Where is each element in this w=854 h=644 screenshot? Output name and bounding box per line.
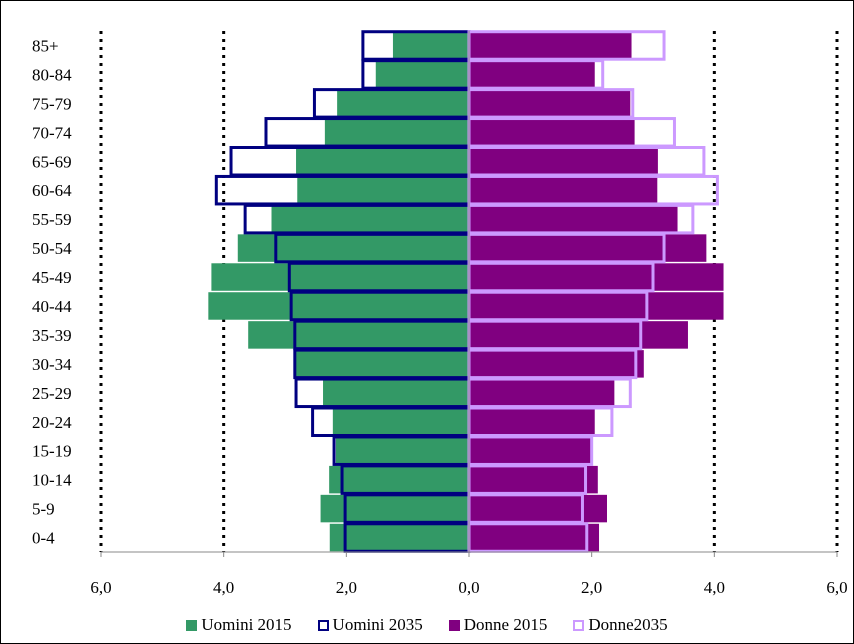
bar-uomini-2015-75-79 — [337, 89, 469, 118]
x-tick-labels: 6,0 4,0 2,0 0,0 2,0 4,0 6,0 — [90, 578, 847, 597]
y-tick-label: 55-59 — [32, 210, 72, 229]
bar-uomini-2015-30-34 — [294, 350, 469, 378]
y-tick-label: 10-14 — [32, 471, 72, 490]
legend-item-uomini-2015: Uomini 2015 — [186, 615, 292, 635]
bar-donne-2015-35-39 — [469, 321, 688, 349]
axes — [100, 31, 838, 557]
legend-label-donne-2035: Donne2035 — [588, 615, 668, 634]
bar-uomini-2015-40-44 — [208, 292, 470, 320]
bar-donne-2015-55-59 — [469, 205, 678, 233]
y-tick-label: 50-54 — [32, 239, 72, 258]
x-tick-label: 4,0 — [704, 578, 725, 597]
y-tick-label: 75-79 — [32, 94, 72, 113]
bar-uomini-2015-35-39 — [248, 321, 469, 349]
legend-swatch-uomini-2015 — [186, 619, 198, 631]
gridlines — [99, 31, 839, 552]
y-tick-labels: 85+ 80-84 75-79 70-74 65-69 60-64 55-59 50-54 45… — [32, 36, 72, 547]
y-tick-label: 40-44 — [32, 297, 72, 316]
bar-donne-2015-45-49 — [469, 263, 724, 291]
bar-donne-2015-25-29 — [469, 379, 615, 407]
bar-donne-2015-5-9 — [469, 494, 607, 523]
x-tick-label: 2,0 — [581, 578, 602, 597]
bar-uomini-2015-5-9 — [320, 494, 469, 523]
y-tick-label: 35-39 — [32, 326, 72, 345]
bar-uomini-2015-85+ — [392, 31, 469, 60]
bar-donne-2015-60-64 — [469, 176, 658, 204]
y-tick-label: 15-19 — [32, 442, 72, 461]
bar-donne-2015-40-44 — [469, 292, 724, 320]
bar-donne-2015-75-79 — [469, 89, 631, 118]
legend-label-uomini-2015: Uomini 2015 — [201, 615, 292, 634]
legend-swatch-donne-2015 — [448, 619, 460, 631]
bar-uomini-2015-10-14 — [329, 465, 469, 494]
legend-swatch-uomini-2035 — [317, 619, 329, 631]
bar-donne-2015-15-19 — [469, 436, 592, 465]
x-tick-label: 0,0 — [458, 578, 479, 597]
bar-uomini-2015-60-64 — [297, 176, 469, 204]
bar-donne-2015-20-24 — [469, 408, 595, 436]
y-tick-label: 80-84 — [32, 65, 72, 84]
bar-uomini-2015-65-69 — [296, 147, 469, 175]
y-tick-label: 85+ — [32, 36, 59, 55]
bar-donne-2015-0-4 — [469, 523, 600, 552]
bar-donne-2015-50-54 — [469, 234, 707, 262]
legend-swatch-donne-2035 — [573, 619, 585, 631]
y-tick-label: 45-49 — [32, 268, 72, 287]
bar-donne-2015-10-14 — [469, 465, 598, 494]
legend-label-uomini-2035: Uomini 2035 — [332, 615, 423, 634]
x-tick-label: 4,0 — [213, 578, 234, 597]
legend-label-donne-2015: Donne 2015 — [463, 615, 548, 634]
bar-uomini-2015-70-74 — [324, 118, 469, 147]
bar-uomini-2015-45-49 — [211, 263, 469, 291]
bar-uomini-2015-0-4 — [329, 523, 469, 552]
y-tick-label: 0-4 — [32, 529, 55, 548]
bars — [208, 30, 724, 553]
bar-donne-2015-65-69 — [469, 147, 658, 175]
bar-uomini-2015-15-19 — [335, 436, 469, 465]
bar-uomini-2015-50-54 — [237, 234, 469, 262]
bar-donne-2015-70-74 — [469, 118, 635, 147]
y-tick-label: 25-29 — [32, 384, 72, 403]
y-tick-label: 65-69 — [32, 152, 72, 171]
x-tick-label: 6,0 — [826, 578, 847, 597]
y-tick-label: 20-24 — [32, 413, 72, 432]
bar-uomini-2015-80-84 — [375, 60, 469, 89]
y-tick-label: 60-64 — [32, 181, 72, 200]
bar-donne-2015-30-34 — [469, 350, 644, 378]
x-tick-label: 2,0 — [336, 578, 357, 597]
x-tick-label: 6,0 — [90, 578, 111, 597]
bar-donne-2015-85+ — [469, 31, 632, 60]
bar-uomini-2015-55-59 — [271, 205, 469, 233]
legend-item-uomini-2035: Uomini 2035 — [317, 615, 423, 635]
y-tick-label: 5-9 — [32, 500, 55, 519]
y-tick-label: 70-74 — [32, 123, 72, 142]
legend: Uomini 2015 Uomini 2035 Donne 2015 Donne… — [0, 611, 854, 639]
legend-item-donne-2035: Donne2035 — [573, 615, 668, 635]
bar-donne-2015-80-84 — [469, 60, 595, 89]
legend-item-donne-2015: Donne 2015 — [448, 615, 548, 635]
y-tick-label: 30-34 — [32, 355, 72, 374]
bar-uomini-2015-25-29 — [323, 379, 469, 407]
bar-uomini-2015-20-24 — [332, 408, 469, 436]
